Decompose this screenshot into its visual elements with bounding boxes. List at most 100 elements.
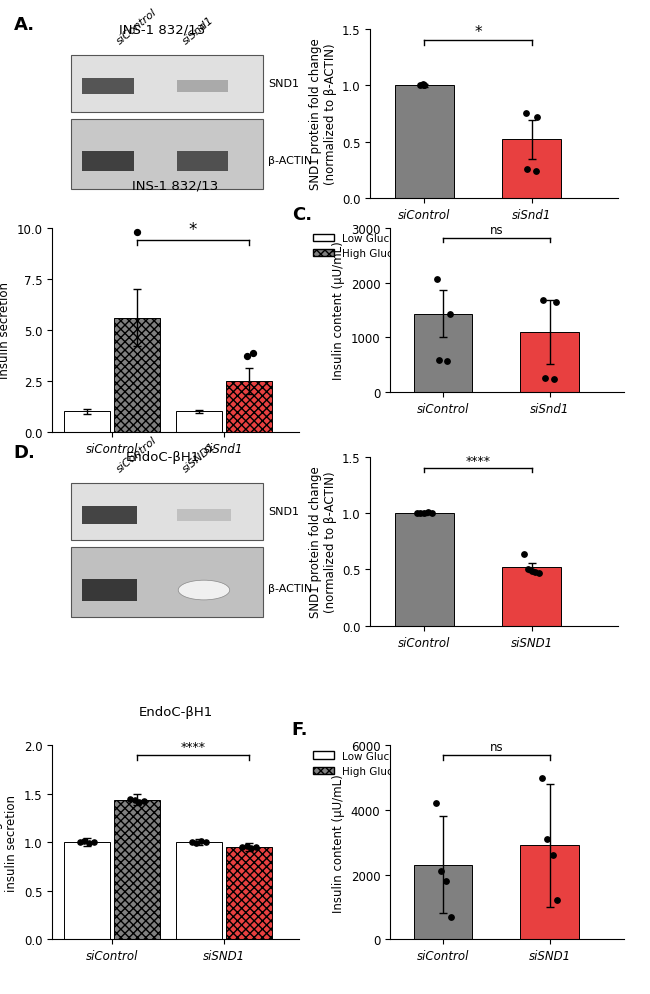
Point [79,834,90,850]
Y-axis label: Insulin content (μU/mL): Insulin content (μU/mL) [332,773,345,911]
Bar [176,413,222,432]
Text: ****: **** [465,454,490,467]
Bar [520,332,578,393]
Title: EndoC-βH1: EndoC-βH1 [138,705,213,718]
Bar [71,56,263,113]
Point [445,306,455,322]
Bar [226,847,272,939]
Point [88,835,99,851]
Point [445,909,456,924]
Point [411,506,422,522]
Point [129,792,140,808]
Point [415,506,426,522]
Text: β-ACTIN: β-ACTIN [268,156,313,166]
Text: ns: ns [489,224,503,237]
Bar [226,382,272,432]
Bar [177,152,228,172]
Point [422,78,433,93]
Point [434,353,444,369]
Bar [71,120,263,190]
Text: siSND1: siSND1 [180,440,217,474]
Bar [71,483,263,541]
Text: ****: **** [180,741,205,753]
Bar [114,800,160,939]
Y-axis label: Insulin content (μU/mL): Insulin content (μU/mL) [332,242,345,380]
Point [436,864,447,880]
Point [246,840,256,856]
Bar [83,79,134,95]
Point [442,354,452,370]
Point [187,835,197,851]
Point [422,505,433,521]
Title: INS-1 832/13: INS-1 832/13 [133,180,218,193]
Point [521,106,532,122]
Bar [83,580,136,601]
Point [549,372,559,388]
Bar [64,413,110,432]
Point [547,847,558,863]
Point [419,506,430,522]
Text: INS-1 832/13: INS-1 832/13 [120,24,205,37]
Text: SND1: SND1 [268,80,299,89]
Bar [395,86,454,199]
Point [134,794,144,810]
Point [251,839,261,855]
Text: D.: D. [14,443,36,461]
Text: A.: A. [14,16,35,34]
Point [241,349,252,365]
Point [419,79,430,94]
Point [542,831,552,847]
Point [538,293,549,309]
Point [426,506,437,522]
Text: *: * [188,221,197,239]
Bar [414,314,473,393]
Y-axis label: Fold change in
insulin secretion: Fold change in insulin secretion [0,794,18,891]
Text: *: * [474,25,482,40]
Legend: Low Glucose, High Glucose: Low Glucose, High Glucose [309,230,415,263]
Bar [114,318,160,432]
Point [526,563,537,579]
Point [441,874,452,889]
Point [551,295,561,311]
Point [523,562,533,578]
Bar [71,548,263,617]
Point [530,565,541,580]
Text: F.: F. [292,721,308,739]
Text: EndoC-βH1: EndoC-βH1 [125,451,200,464]
Bar [176,843,222,939]
Point [248,346,258,362]
Bar [502,140,561,199]
Bar [395,514,454,626]
Text: siSnd1: siSnd1 [180,15,215,47]
Point [237,839,247,855]
Text: siControl: siControl [114,7,159,47]
Point [422,79,432,94]
Legend: Low Glucose, High Glucose: Low Glucose, High Glucose [309,746,415,780]
Y-axis label: SND1 protein fold change
(normalized to β-ACTIN): SND1 protein fold change (normalized to … [309,39,337,190]
Point [519,546,529,562]
Point [552,893,562,909]
Point [534,566,544,581]
Point [419,79,430,94]
Point [84,835,94,851]
Bar [414,865,473,939]
Point [191,835,202,851]
Point [241,838,252,854]
Point [200,835,211,851]
Y-axis label: SND1 protein fold change
(normalized to β-ACTIN): SND1 protein fold change (normalized to … [309,466,337,617]
Bar [177,81,228,93]
Point [432,272,442,288]
Ellipse shape [178,580,229,600]
Bar [177,510,231,522]
Bar [520,846,578,939]
Text: SND1: SND1 [268,507,299,517]
Y-axis label: Fold change in
insulin secretion: Fold change in insulin secretion [0,282,10,379]
Point [75,835,85,851]
Bar [83,506,136,524]
Point [196,834,206,850]
Point [532,109,542,125]
Bar [83,152,134,172]
Point [132,225,142,241]
Point [125,791,135,807]
Bar [64,843,110,939]
